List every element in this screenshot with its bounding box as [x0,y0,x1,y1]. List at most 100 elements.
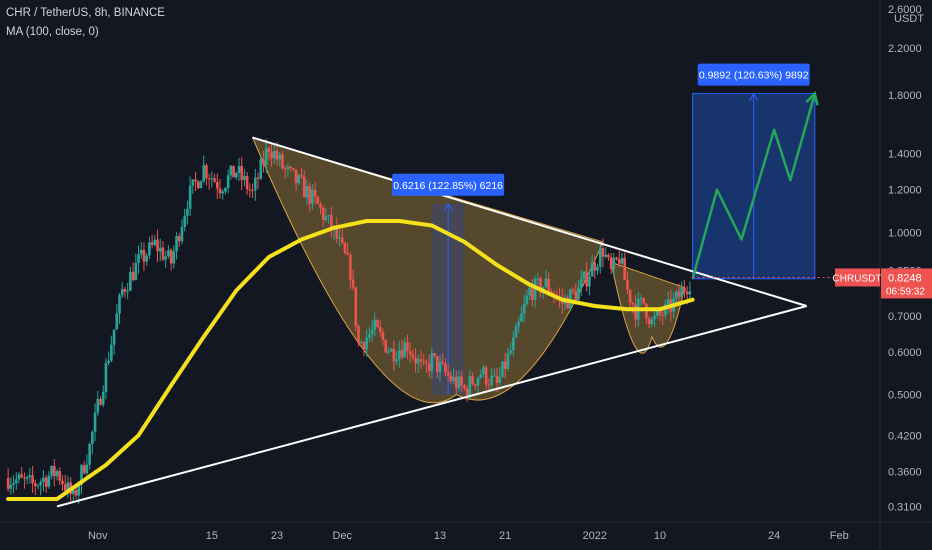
candle[interactable] [661,309,665,326]
candle[interactable] [297,173,301,186]
candle[interactable] [156,229,159,263]
candle[interactable] [343,241,347,255]
candle[interactable] [99,396,102,406]
candle[interactable] [544,270,548,288]
indicator-legend[interactable]: MA (100, close, 0) [6,26,99,38]
candle[interactable] [118,293,121,324]
candle[interactable] [267,146,271,161]
candle[interactable] [240,157,244,191]
candle[interactable] [107,351,110,366]
candle[interactable] [683,279,686,298]
candle[interactable] [422,353,426,366]
candle[interactable] [289,165,292,172]
candle[interactable] [153,235,157,247]
candle[interactable] [82,460,86,475]
candle[interactable] [384,339,387,354]
candle[interactable] [23,472,26,489]
candle[interactable] [425,359,428,373]
candle[interactable] [623,252,626,280]
candle[interactable] [294,169,298,191]
candle[interactable] [520,306,523,322]
candle[interactable] [490,367,493,391]
candle[interactable] [213,173,216,183]
candle[interactable] [536,272,540,286]
candle[interactable] [248,183,252,198]
candle[interactable] [628,288,632,310]
candle[interactable] [346,243,349,256]
candle[interactable] [305,179,309,206]
candle[interactable] [449,370,453,384]
candle[interactable] [31,465,34,493]
candle[interactable] [585,261,588,292]
candle[interactable] [20,467,24,479]
candle[interactable] [25,475,29,485]
candle[interactable] [403,338,406,358]
candle[interactable] [58,467,62,486]
candle[interactable] [531,278,534,307]
candle[interactable] [539,275,542,298]
candle[interactable] [28,468,32,484]
candle[interactable] [80,463,83,494]
candle[interactable] [112,329,116,355]
lower-trendline[interactable] [56,305,807,508]
candle[interactable] [639,295,643,307]
candle[interactable] [463,383,466,391]
time-axis[interactable]: Nov 15 23 Dec 13 21 2022 10 24 Feb [88,530,849,542]
candle[interactable] [598,241,602,274]
projection-path[interactable] [691,91,819,280]
candle[interactable] [256,172,260,190]
candle[interactable] [452,368,455,385]
candle[interactable] [224,187,227,195]
candle[interactable] [368,326,371,342]
candle[interactable] [110,335,113,362]
candle[interactable] [183,208,186,232]
candle[interactable] [680,281,684,297]
candle[interactable] [642,297,646,305]
candle[interactable] [517,316,521,333]
candle[interactable] [446,364,450,382]
candle[interactable] [215,173,219,200]
candle[interactable] [430,348,434,380]
candle[interactable] [454,370,458,395]
candle[interactable] [88,442,91,470]
candle[interactable] [316,195,320,205]
candle[interactable] [525,289,529,307]
candle[interactable] [607,253,610,261]
candle[interactable] [172,245,176,269]
candle[interactable] [129,266,132,292]
candle[interactable] [234,171,238,180]
candle[interactable] [44,474,48,493]
candle[interactable] [61,475,64,491]
candle[interactable] [218,178,222,199]
price-range-measurements[interactable] [431,92,816,395]
candle[interactable] [191,179,195,194]
candle[interactable] [615,256,618,261]
candle[interactable] [85,454,89,476]
candle[interactable] [509,342,512,356]
candle[interactable] [397,340,401,368]
candle[interactable] [612,253,616,275]
candle[interactable] [406,334,409,360]
candle[interactable] [370,319,374,343]
candle[interactable] [221,189,225,200]
candle[interactable] [167,245,170,259]
candle[interactable] [42,470,45,492]
candle[interactable] [471,372,474,386]
candle[interactable] [137,245,140,274]
candle[interactable] [373,312,377,337]
candle[interactable] [115,303,119,330]
candle[interactable] [229,164,233,180]
candle[interactable] [96,391,100,416]
candle[interactable] [104,357,108,400]
candle[interactable] [433,352,436,359]
candle[interactable] [335,217,339,244]
candle[interactable] [389,347,393,352]
candle[interactable] [522,294,526,323]
candle[interactable] [300,167,303,179]
candle[interactable] [392,340,396,371]
candle[interactable] [666,291,670,315]
candle[interactable] [354,287,358,332]
candle[interactable] [120,282,124,298]
candle[interactable] [460,370,464,393]
candle[interactable] [482,364,485,378]
